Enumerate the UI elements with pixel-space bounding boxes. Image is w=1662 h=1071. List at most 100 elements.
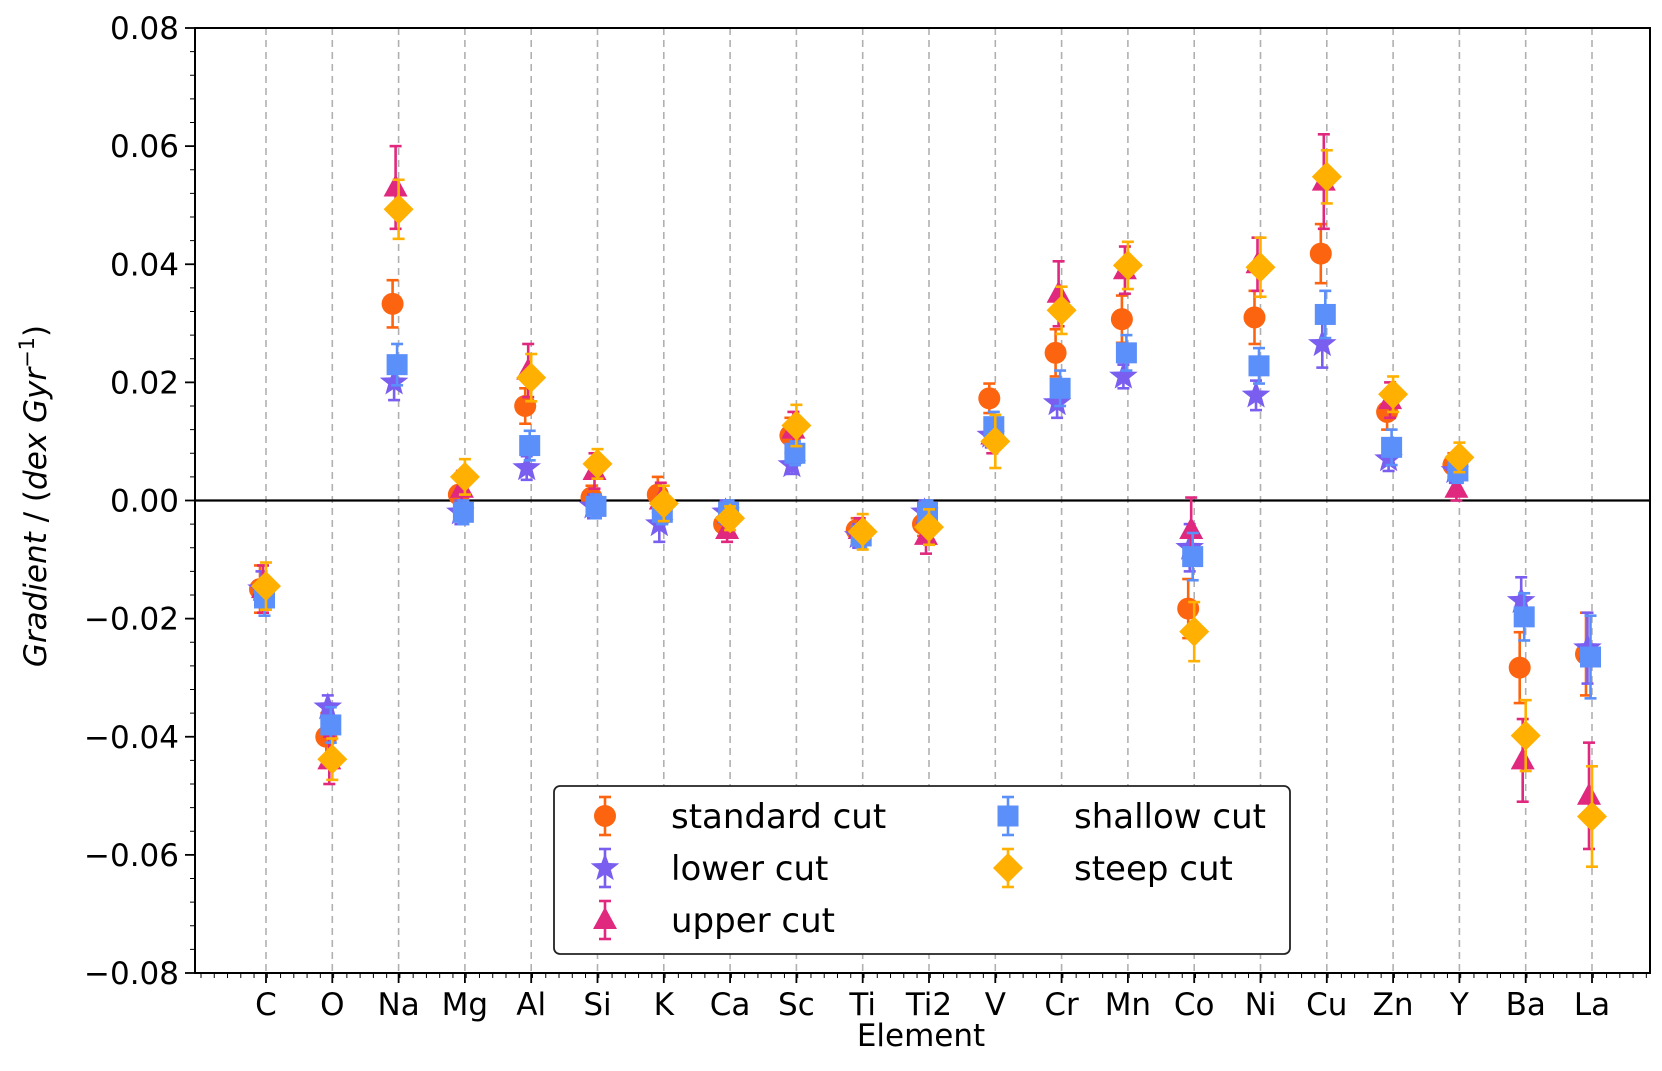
legend-item: standard cut	[594, 795, 886, 837]
data-point	[1506, 585, 1536, 613]
y-tick-label: 0.04	[110, 247, 179, 283]
y-tick-label: −0.04	[84, 720, 179, 756]
x-tick-label: Mg	[442, 987, 488, 1023]
y-axis: −0.08 −0.06 −0.04 −0.02 0.00 0.02 0.04 0.06 0.08	[84, 11, 195, 992]
y-tick-label: −0.06	[84, 838, 179, 874]
legend-marker	[594, 805, 616, 827]
x-tick-label: Y	[1449, 987, 1469, 1023]
legend-item: upper cut	[593, 899, 835, 941]
data-point	[1248, 355, 1270, 377]
legend-item: shallow cut	[997, 795, 1266, 837]
data-point	[781, 410, 812, 441]
data-point	[1381, 436, 1403, 458]
data-point	[585, 495, 607, 517]
data-point	[383, 174, 408, 197]
x-tick-label: Zn	[1373, 987, 1414, 1023]
x-tick-label: Al	[516, 987, 546, 1023]
x-tick-label: Si	[583, 987, 611, 1023]
y-tick-label: 0.02	[110, 365, 179, 401]
legend-marker	[997, 805, 1019, 827]
data-point	[516, 362, 547, 393]
y-tick-label: −0.08	[84, 956, 179, 992]
legend-label: lower cut	[671, 849, 828, 889]
data-point	[386, 354, 408, 376]
x-tick-label: Sc	[778, 987, 815, 1023]
data-point	[381, 292, 404, 315]
x-tick-label: Cu	[1306, 987, 1347, 1023]
data-point	[1109, 361, 1138, 389]
y-axis-title: Gradient / (dex Gyr−1)	[15, 325, 54, 667]
data-point	[1513, 606, 1535, 628]
data-point	[1580, 646, 1601, 668]
series-steep-cut	[251, 148, 1607, 868]
data-point	[1044, 341, 1067, 364]
data-point	[1577, 782, 1601, 805]
x-tick-label: Ni	[1245, 987, 1277, 1023]
x-tick-label: O	[320, 987, 344, 1023]
x-tick-label: K	[654, 987, 675, 1023]
data-point	[1510, 720, 1541, 751]
data-point	[1112, 250, 1143, 281]
data-point	[251, 571, 281, 602]
legend-item: lower cut	[590, 847, 828, 889]
legend-box	[553, 785, 1291, 955]
x-axis-title: Element	[857, 1018, 985, 1054]
plot-frame	[194, 27, 1651, 974]
x-tick-label: Ti2	[905, 987, 952, 1023]
legend-marker	[993, 853, 1023, 883]
data-point	[1508, 656, 1531, 679]
data-point	[1309, 242, 1332, 265]
data-series	[247, 133, 1607, 868]
legend-marker	[593, 907, 617, 929]
data-point	[512, 453, 541, 481]
x-tick-label: Co	[1174, 987, 1215, 1023]
data-point	[847, 516, 878, 547]
data-point	[1378, 379, 1409, 410]
data-point	[978, 387, 1001, 410]
y-tick-label: 0.06	[110, 129, 179, 165]
x-tick-label: Na	[378, 987, 420, 1023]
legend-label: upper cut	[671, 901, 835, 941]
data-point	[1308, 329, 1337, 357]
y-tick-label: 0.08	[110, 11, 179, 47]
legend-marker	[590, 853, 620, 881]
data-point	[379, 367, 409, 395]
data-point	[648, 488, 679, 519]
data-point	[317, 744, 348, 775]
data-point	[1115, 342, 1137, 364]
data-point	[1046, 280, 1071, 303]
data-point	[1049, 377, 1071, 399]
data-point	[1182, 546, 1204, 568]
data-point	[1444, 442, 1475, 473]
legend-label: standard cut	[671, 797, 886, 837]
data-point	[1510, 747, 1535, 770]
y-tick-label: 0.00	[110, 484, 179, 520]
x-tick-label: Ca	[710, 987, 751, 1023]
x-tick-label: Ti	[848, 987, 876, 1023]
legend: standard cut lower cut upper cut shallow cu…	[553, 785, 1291, 955]
data-point	[383, 194, 414, 225]
data-point	[452, 501, 474, 523]
data-point	[914, 512, 944, 543]
data-point	[582, 448, 613, 479]
data-point	[449, 461, 480, 492]
x-tick-label: V	[985, 987, 1006, 1023]
data-point	[1241, 380, 1271, 408]
y-tick-label: −0.02	[84, 602, 179, 638]
legend-label: steep cut	[1074, 849, 1233, 889]
legend-item: steep cut	[993, 847, 1233, 889]
data-point	[320, 714, 342, 736]
x-tick-label: La	[1574, 987, 1610, 1023]
data-point	[1444, 475, 1469, 498]
data-point	[1243, 306, 1266, 329]
data-point	[1245, 252, 1276, 283]
data-point	[1577, 801, 1607, 832]
data-point	[1314, 303, 1336, 325]
data-point	[1042, 388, 1072, 416]
data-point	[1110, 308, 1133, 331]
data-point	[980, 426, 1011, 457]
legend-label: shallow cut	[1074, 797, 1266, 837]
data-point	[784, 442, 806, 464]
data-point	[1311, 161, 1342, 192]
